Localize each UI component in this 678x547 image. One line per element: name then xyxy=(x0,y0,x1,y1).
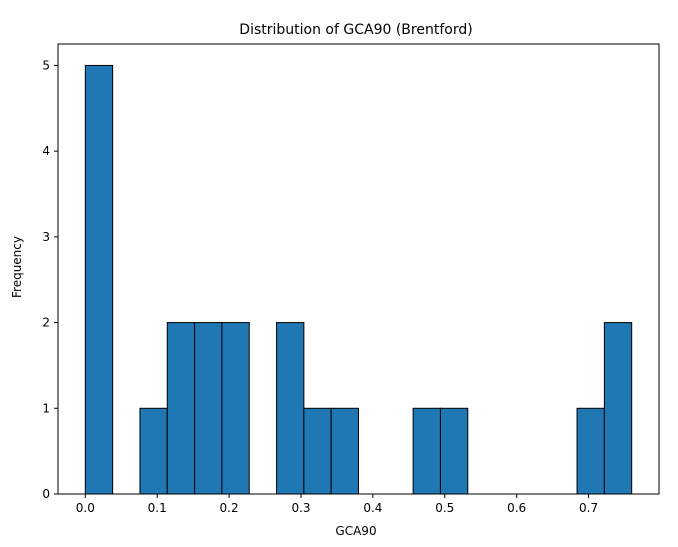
y-axis: 0 1 2 3 4 5 xyxy=(42,58,58,501)
histogram-bar xyxy=(576,407,605,495)
x-tick-label: 0.2 xyxy=(220,501,239,515)
y-axis-label: Frequency xyxy=(10,236,24,298)
histogram-bar xyxy=(412,407,441,495)
y-tick-label: 0 xyxy=(42,487,50,501)
y-tick-label: 2 xyxy=(42,316,50,330)
x-tick-label: 0.0 xyxy=(76,501,95,515)
histogram-bar xyxy=(139,407,168,495)
x-tick-label: 0.3 xyxy=(291,501,310,515)
x-axis: 0.0 0.1 0.2 0.3 0.4 0.5 0.6 0.7 xyxy=(76,494,598,515)
histogram-bar xyxy=(221,322,250,495)
histogram-bar xyxy=(303,407,332,495)
x-tick-label: 0.6 xyxy=(507,501,526,515)
chart-title: Distribution of GCA90 (Brentford) xyxy=(239,22,472,38)
x-axis-label: GCA90 xyxy=(335,524,376,538)
histogram-bar xyxy=(166,322,196,495)
histogram-bar xyxy=(330,407,360,495)
histogram-bar xyxy=(439,407,469,495)
y-tick-label: 1 xyxy=(42,401,50,415)
y-tick-label: 3 xyxy=(42,230,50,244)
y-tick-label: 4 xyxy=(42,144,50,158)
plot-frame xyxy=(57,43,660,495)
x-tick-label: 0.7 xyxy=(579,501,598,515)
histogram-bar xyxy=(276,322,305,495)
histogram-bar xyxy=(603,322,633,495)
x-tick-label: 0.4 xyxy=(363,501,382,515)
histogram-bar xyxy=(194,322,223,495)
bars-group xyxy=(84,64,633,495)
x-tick-label: 0.5 xyxy=(435,501,454,515)
y-tick-label: 5 xyxy=(42,58,50,72)
x-tick-label: 0.1 xyxy=(148,501,167,515)
histogram-bar xyxy=(84,64,114,495)
